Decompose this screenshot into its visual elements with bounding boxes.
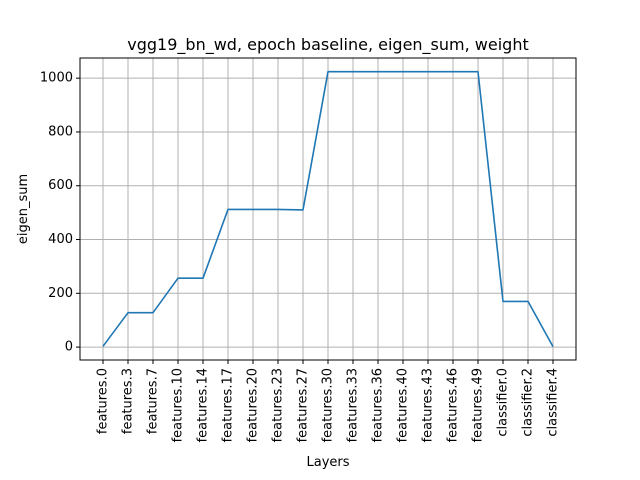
x-tick-label: features.49 bbox=[471, 368, 486, 442]
x-tick-label: features.3 bbox=[121, 368, 136, 434]
x-tick-label: features.30 bbox=[321, 368, 336, 442]
y-tick-label: 800 bbox=[48, 124, 73, 139]
x-tick-label: features.20 bbox=[246, 368, 261, 442]
x-tick-label: classifier.4 bbox=[546, 368, 561, 437]
x-tick-label: features.36 bbox=[371, 368, 386, 442]
x-tick-label: features.23 bbox=[271, 368, 286, 442]
y-tick-label: 400 bbox=[48, 232, 73, 247]
x-tick-label: classifier.2 bbox=[521, 368, 536, 437]
x-tick-label: features.43 bbox=[421, 368, 436, 442]
y-tick-label: 200 bbox=[48, 286, 73, 301]
y-axis-ticks: 0 200 400 600 800 1000 bbox=[40, 71, 80, 355]
x-tick-label: features.0 bbox=[96, 368, 111, 434]
y-tick-label: 600 bbox=[48, 178, 73, 193]
x-tick-label: features.27 bbox=[296, 368, 311, 442]
series-layer bbox=[102, 70, 554, 347]
x-axis-ticks: features.0 features.3 features.7 features.1… bbox=[96, 360, 561, 442]
x-tick-label: features.40 bbox=[396, 368, 411, 442]
y-tick-label: 0 bbox=[65, 340, 73, 355]
x-axis-label: Layers bbox=[306, 455, 349, 470]
x-tick-label: features.7 bbox=[146, 368, 161, 434]
x-tick-label: features.17 bbox=[221, 368, 236, 442]
x-tick-label: features.33 bbox=[346, 368, 361, 442]
x-tick-label: features.46 bbox=[446, 368, 461, 442]
y-axis-label: eigen_sum bbox=[16, 174, 31, 244]
grid-lines bbox=[80, 58, 576, 360]
y-tick-label: 1000 bbox=[40, 71, 73, 86]
x-tick-label: features.14 bbox=[196, 368, 211, 442]
chart-title: vgg19_bn_wd, epoch baseline, eigen_sum, … bbox=[127, 35, 528, 55]
x-tick-label: classifier.0 bbox=[496, 368, 511, 437]
series-line bbox=[102, 70, 554, 347]
x-tick-label: features.10 bbox=[171, 368, 186, 442]
